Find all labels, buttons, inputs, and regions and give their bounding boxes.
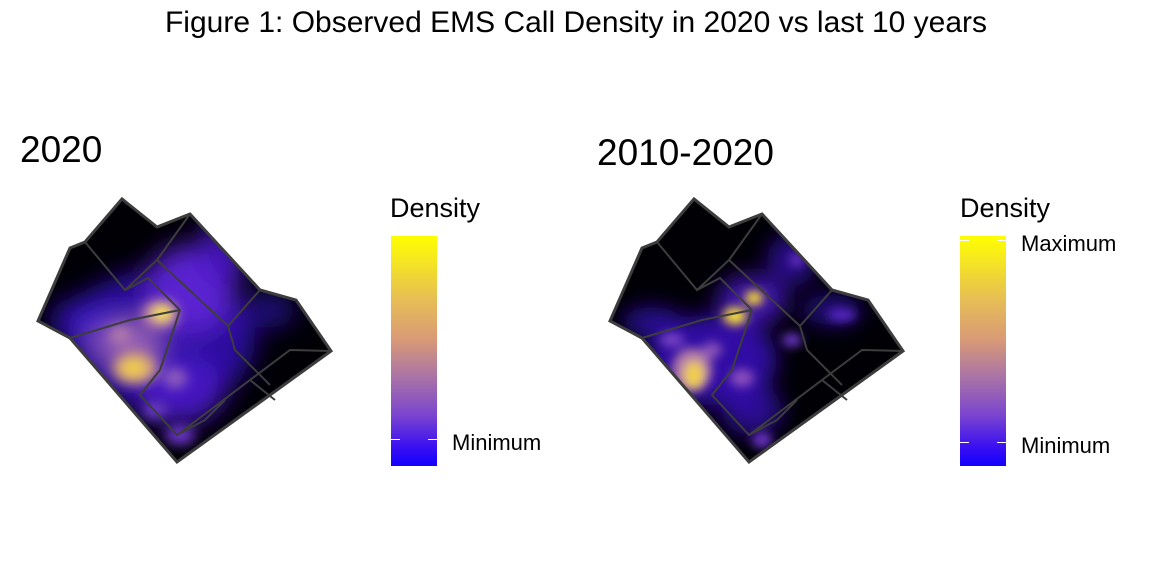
legend-title-2010-2020: Density	[960, 193, 1051, 223]
panel-title-2020: 2020	[20, 129, 103, 170]
map-outline-2020	[36, 196, 334, 465]
legend-label-minimum-2010-2020: Minimum	[1021, 433, 1111, 458]
colorbar-2020	[391, 236, 437, 466]
figure-title: Figure 1: Observed EMS Call Density in 2…	[164, 6, 988, 39]
map-outline-2010-2020	[608, 196, 906, 465]
panel-title-2010-2020: 2010-2020	[597, 132, 774, 173]
colorbar-2010-2020	[960, 236, 1006, 466]
colorbar-tick-min-right-2010-2020	[997, 442, 1006, 443]
colorbar-tick-min-left-2010-2020	[960, 442, 969, 443]
colorbar-tick-min-right-2020	[428, 439, 437, 440]
colorbar-tick-max-right-2010-2020	[997, 240, 1006, 241]
density-map-2010-2020	[608, 196, 906, 465]
density-map-2020	[36, 196, 334, 465]
legend-label-maximum-2010-2020: Maximum	[1021, 231, 1117, 256]
legend-label-minimum-2020: Minimum	[452, 430, 542, 455]
colorbar-tick-min-left-2020	[391, 439, 400, 440]
district-boundaries-2010-2020	[641, 213, 904, 437]
colorbar-tick-max-left-2010-2020	[960, 240, 969, 241]
district-boundaries-2020	[69, 213, 332, 437]
legend-title-2020: Density	[390, 193, 481, 223]
